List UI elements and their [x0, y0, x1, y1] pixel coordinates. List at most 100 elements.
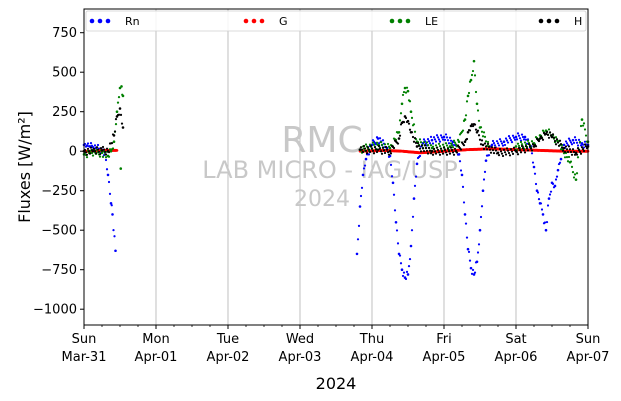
data-point	[99, 146, 103, 150]
data-point	[472, 273, 476, 276]
legend-label: LE	[425, 15, 438, 28]
data-point	[470, 123, 474, 126]
data-point	[377, 145, 381, 148]
data-point	[481, 135, 485, 138]
data-point	[566, 160, 570, 163]
data-point	[568, 139, 572, 142]
data-point	[358, 205, 362, 208]
data-point	[397, 137, 401, 140]
data-point	[584, 134, 588, 137]
data-point	[477, 119, 481, 122]
data-point	[114, 123, 118, 126]
data-point	[516, 153, 520, 156]
data-point	[502, 140, 506, 144]
data-point	[425, 141, 429, 144]
data-point	[545, 130, 549, 134]
data-point	[462, 201, 466, 204]
data-point	[530, 140, 534, 143]
data-point	[372, 152, 376, 155]
data-point	[461, 185, 465, 188]
x-gridlines	[155, 9, 517, 325]
data-point	[450, 148, 454, 152]
data-point	[490, 143, 494, 147]
data-point	[580, 146, 584, 149]
data-point	[451, 151, 455, 154]
data-point	[503, 143, 507, 147]
data-point	[578, 150, 582, 153]
data-point	[433, 138, 437, 141]
data-point	[506, 149, 510, 152]
legend-marker	[89, 18, 95, 24]
data-point	[435, 134, 439, 137]
data-point	[439, 147, 443, 150]
data-point	[572, 141, 576, 144]
data-point	[96, 148, 100, 151]
data-point	[93, 149, 97, 153]
data-point	[422, 141, 426, 144]
data-point	[440, 150, 444, 153]
data-point	[573, 136, 577, 139]
data-point	[419, 150, 423, 153]
data-point	[521, 147, 525, 150]
data-point	[415, 145, 419, 148]
data-point	[399, 112, 403, 115]
data-point	[521, 135, 525, 139]
data-point	[481, 189, 485, 192]
data-point	[419, 141, 423, 144]
x-tick-day: Sun	[576, 332, 601, 347]
data-point	[539, 202, 543, 205]
data-point	[485, 148, 489, 151]
data-point	[435, 146, 439, 149]
data-point	[443, 138, 447, 142]
data-point	[114, 249, 117, 253]
data-point	[366, 146, 370, 149]
data-point	[405, 86, 409, 89]
data-point	[508, 137, 512, 140]
data-point	[368, 150, 372, 154]
data-point	[482, 178, 486, 181]
data-point	[463, 118, 467, 121]
data-point	[574, 138, 578, 142]
data-point	[538, 137, 542, 140]
data-point	[569, 160, 573, 163]
x-tick-day: Mon	[142, 332, 169, 347]
data-point	[571, 171, 575, 174]
data-point	[438, 145, 442, 148]
x-tick-day: Sat	[505, 332, 526, 347]
data-point	[436, 148, 440, 152]
data-point	[408, 128, 412, 131]
data-point	[540, 208, 544, 211]
data-point	[491, 149, 495, 152]
data-point	[429, 152, 433, 155]
data-point	[364, 149, 368, 152]
data-point	[375, 141, 379, 144]
data-point	[418, 147, 422, 150]
data-point	[452, 153, 456, 156]
data-point	[457, 140, 461, 144]
data-point	[546, 204, 550, 207]
data-point	[407, 122, 411, 125]
data-point	[402, 90, 406, 94]
data-point	[379, 150, 383, 153]
legend-label: G	[279, 15, 288, 28]
data-point	[434, 144, 438, 147]
data-point	[522, 149, 526, 152]
x-tick-day: Sun	[72, 332, 97, 347]
data-point	[483, 170, 487, 173]
data-point	[422, 138, 426, 141]
data-point	[361, 150, 365, 154]
legend-marker	[397, 18, 403, 24]
data-point	[583, 140, 587, 143]
data-point	[413, 184, 417, 187]
data-point	[385, 148, 389, 151]
data-point	[469, 266, 473, 270]
data-point	[439, 134, 443, 137]
data-point	[565, 156, 569, 159]
data-point	[465, 100, 469, 103]
data-point	[430, 138, 434, 142]
data-point	[497, 153, 501, 157]
data-point	[544, 132, 548, 136]
data-point	[582, 149, 586, 153]
data-point	[572, 150, 576, 154]
data-point	[442, 146, 446, 149]
